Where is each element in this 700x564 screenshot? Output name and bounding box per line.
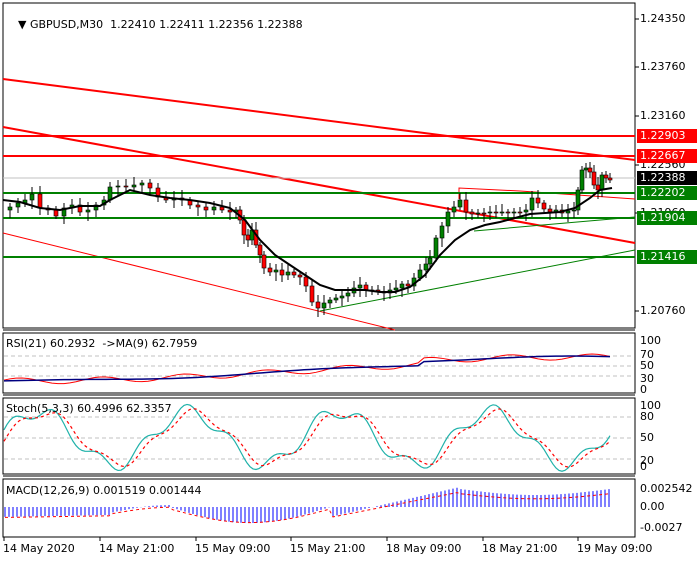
price-level-tag: 1.22903 [637,129,697,143]
price-tick-label: 1.24350 [640,12,686,25]
time-tick-label: 19 May 09:00 [577,542,653,555]
rsi-label: RSI(21) 60.2932 ->MA(9) 62.7959 [6,337,198,350]
collapse-triangle-icon[interactable]: ▼ [18,18,30,31]
ohlc-values: 1.22410 1.22411 1.22356 1.22388 [110,18,303,31]
time-tick-label: 14 May 21:00 [99,542,175,555]
indicator-level-label: 0 [640,383,647,396]
price-level-tag: 1.22202 [637,186,697,200]
price-tick-label: 1.23160 [640,109,686,122]
indicator-level-label: 0.002542 [640,482,693,495]
symbol-label: GBPUSD,M30 [29,18,104,31]
stoch-plot [3,403,634,472]
indicator-level-label: 50 [640,431,654,444]
stoch-label: Stoch(5,3,3) 60.4996 62.3357 [6,402,172,415]
macd-label: MACD(12,26,9) 0.001519 0.001444 [6,484,202,497]
macd-panel-frame [2,478,636,538]
price-level-tag: 1.21416 [637,250,697,264]
indicator-level-label: 30 [640,372,654,385]
price-tick-label: 1.23760 [640,60,686,73]
price-level-tag: 1.21904 [637,211,697,225]
indicator-level-label: 70 [640,348,654,361]
indicator-level-label: 100 [640,399,661,412]
time-tick-label: 15 May 21:00 [290,542,366,555]
main-chart-frame [2,2,636,329]
axis-ticks [3,18,639,541]
indicator-level-label: 0 [640,460,647,473]
stoch-panel-frame [2,397,636,475]
indicator-level-label: 80 [640,410,654,423]
rsi-panel-frame [2,332,636,394]
price-tick-label: 1.20760 [640,304,686,317]
indicator-level-label: 0.00 [640,500,665,513]
price-level-tag: 1.22667 [637,149,697,163]
price-level-tag: 1.22388 [637,171,697,185]
indicator-level-label: 20 [640,454,654,467]
time-tick-label: 18 May 21:00 [482,542,558,555]
macd-plot [4,487,610,524]
time-tick-label: 15 May 09:00 [195,542,271,555]
chart-header: ▼ GBPUSD,M30 1.22410 1.22411 1.22356 1.2… [4,5,303,44]
indicator-level-label: 100 [640,334,661,347]
time-tick-label: 14 May 2020 [3,542,75,555]
price-plot [2,78,636,331]
rsi-plot [3,353,634,385]
indicator-level-label: 50 [640,359,654,372]
time-tick-label: 18 May 09:00 [386,542,462,555]
indicator-level-label: -0.0027 [640,521,683,534]
